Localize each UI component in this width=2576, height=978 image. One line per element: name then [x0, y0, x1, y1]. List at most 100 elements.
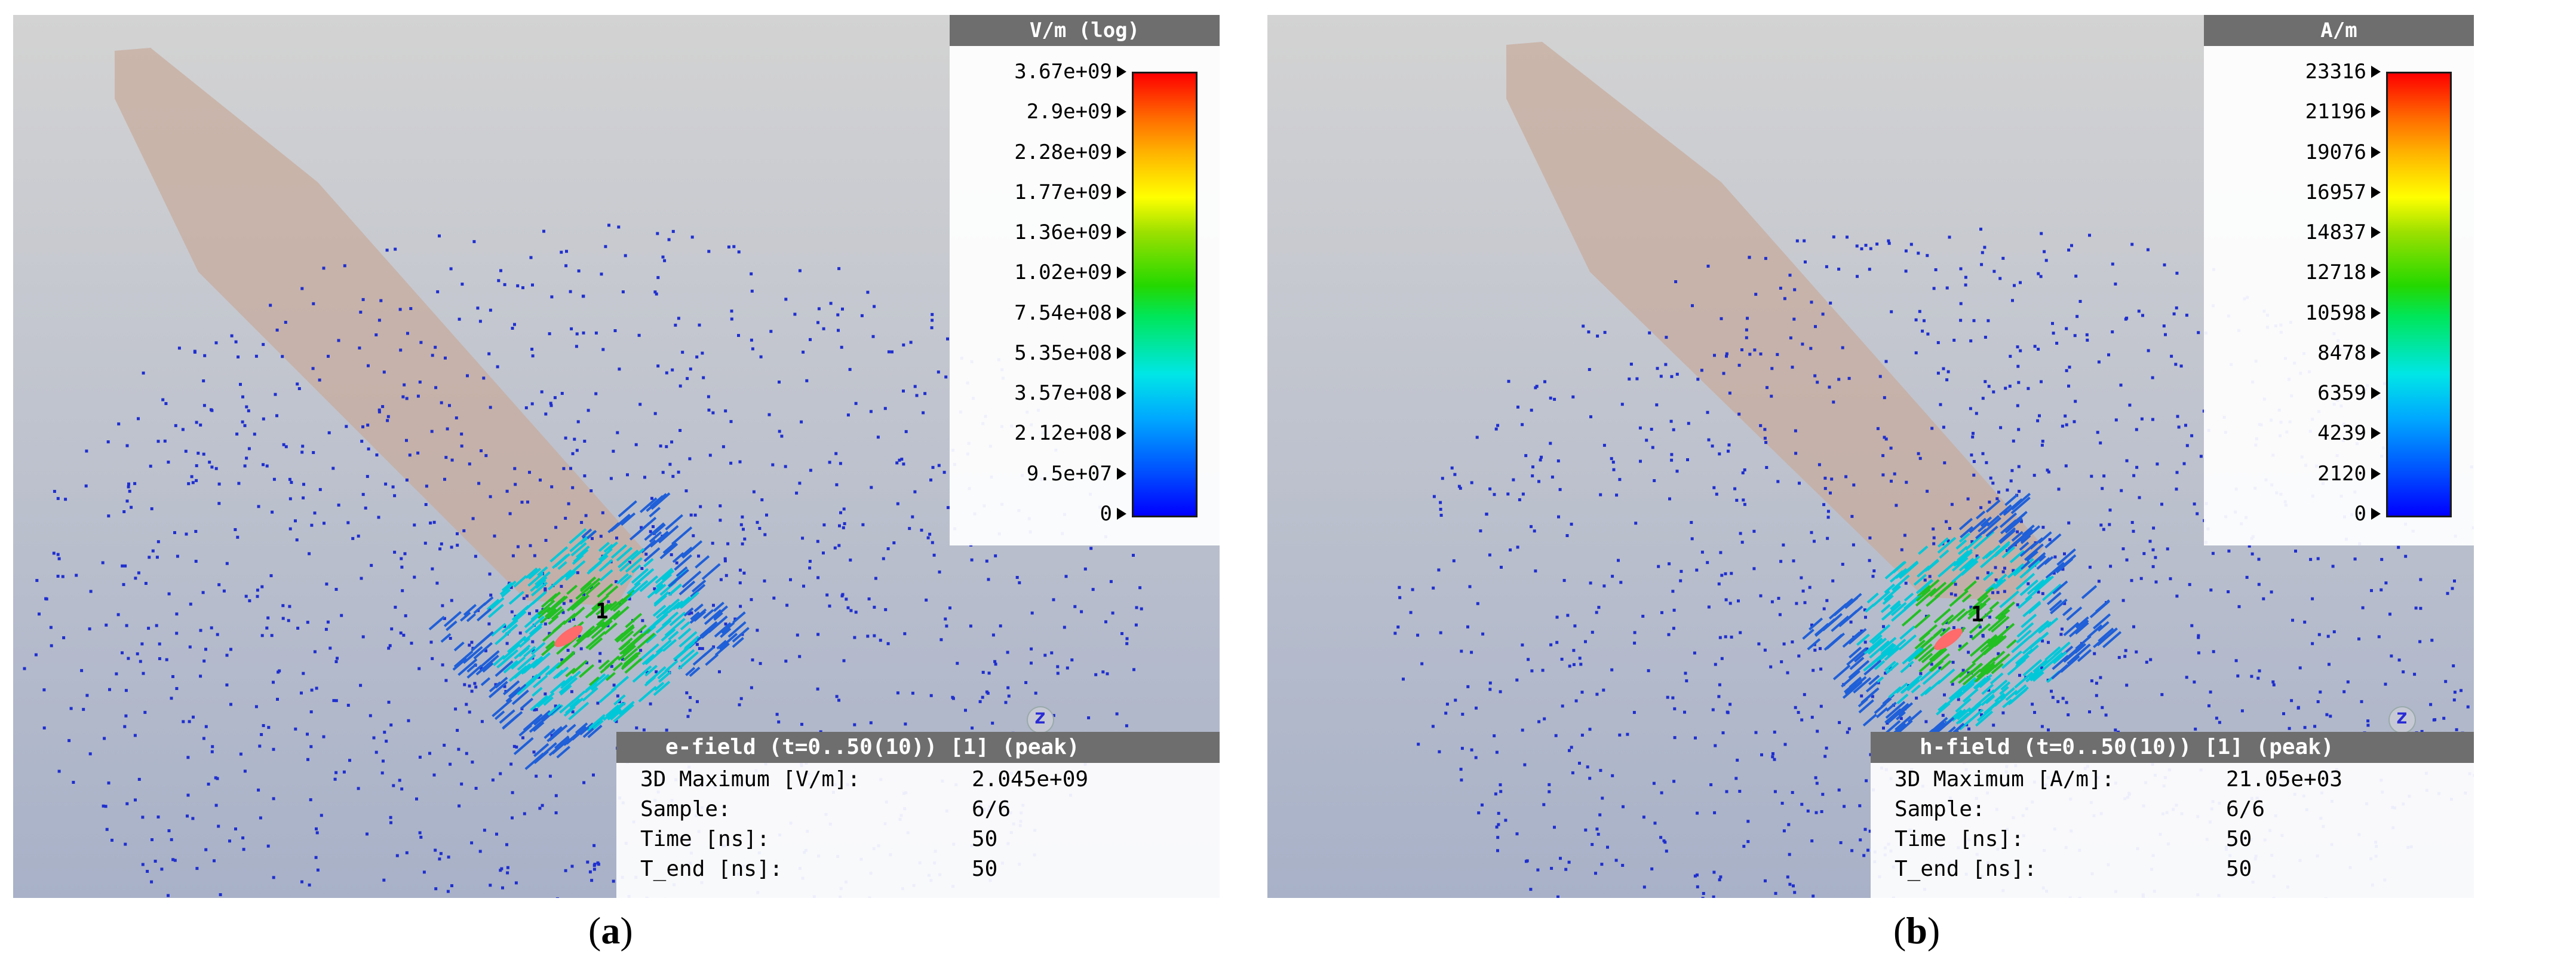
- field-dot: [1659, 375, 1663, 378]
- field-arrow: [1915, 579, 1933, 594]
- field-dot: [181, 428, 185, 431]
- field-dot: [1518, 498, 1521, 501]
- field-dot: [2432, 718, 2436, 722]
- field-dot: [465, 752, 468, 755]
- field-dot: [2377, 635, 2381, 639]
- field-dot: [2185, 444, 2189, 447]
- field-dot: [1564, 867, 1568, 871]
- field-dot: [1533, 529, 1536, 533]
- field-dot: [1814, 811, 1818, 814]
- field-dot: [125, 499, 129, 503]
- field-dot: [1794, 706, 1797, 709]
- field-dot: [194, 530, 198, 533]
- feed-port: [1934, 628, 1963, 651]
- field-dot: [1485, 513, 1488, 516]
- field-dot: [2466, 705, 2470, 709]
- field-dot: [2019, 281, 2022, 284]
- field-dot: [449, 637, 452, 640]
- field-dot: [2104, 713, 2108, 717]
- field-arrow: [693, 610, 707, 622]
- field-dot: [401, 395, 405, 398]
- field-dot: [416, 394, 420, 398]
- field-arrow: [1832, 664, 1851, 680]
- field-arrow: [530, 642, 546, 655]
- field-arrow: [2030, 667, 2046, 682]
- field-arrow: [1885, 662, 1899, 675]
- field-dot: [1791, 791, 1794, 794]
- field-arrow: [588, 554, 609, 573]
- field-dot: [364, 506, 367, 510]
- legend-tick-label: 16957: [2305, 180, 2366, 204]
- field-arrow: [1975, 710, 1994, 727]
- field-dot: [1560, 657, 1564, 661]
- field-arrow: [529, 719, 545, 733]
- field-dot: [677, 317, 680, 320]
- field-dot: [2059, 633, 2063, 636]
- field-dot: [2057, 488, 2061, 491]
- field-dot: [474, 554, 477, 558]
- field-dot: [2037, 590, 2040, 594]
- field-dot: [357, 787, 360, 790]
- field-dot: [1734, 777, 1738, 780]
- field-arrow: [1955, 698, 1972, 713]
- field-dot: [171, 675, 174, 678]
- field-arrow: [1998, 504, 2012, 516]
- field-dot: [1972, 431, 1975, 435]
- field-dot: [772, 596, 776, 600]
- field-dot: [2164, 333, 2167, 336]
- field-dot: [1996, 591, 2000, 594]
- field-arrow: [564, 570, 577, 581]
- field-dot: [834, 452, 838, 455]
- field-arrow: [566, 584, 578, 595]
- field-dot: [2139, 577, 2143, 580]
- field-arrow: [1918, 545, 1929, 555]
- field-dot: [1803, 239, 1806, 243]
- field-dot: [1515, 678, 1519, 682]
- field-dot: [348, 759, 351, 762]
- field-arrow: [1900, 660, 1914, 673]
- field-dot: [247, 447, 251, 450]
- time-label: Time [ns]:: [640, 827, 770, 851]
- field-dot: [361, 425, 364, 428]
- field-dot: [375, 453, 379, 456]
- field-arrow: [1888, 686, 1902, 698]
- field-arrow: [2020, 560, 2031, 570]
- field-arrow: [2067, 652, 2081, 665]
- field-dot: [1006, 686, 1010, 689]
- field-dot: [853, 636, 856, 639]
- field-dot: [340, 614, 343, 617]
- field-dot: [1942, 629, 1946, 632]
- field-dot: [202, 659, 206, 663]
- field-arrow: [475, 657, 496, 676]
- field-dot: [727, 245, 730, 249]
- field-dot: [1837, 268, 1841, 271]
- field-dot: [1477, 811, 1481, 815]
- field-dot: [845, 597, 848, 601]
- field-dot: [1534, 386, 1537, 390]
- field-dot: [2048, 538, 2052, 541]
- field-dot: [1821, 312, 1825, 316]
- field-dot: [302, 672, 305, 675]
- field-dot: [124, 842, 127, 846]
- field-dot: [167, 592, 171, 596]
- legend-tick-label: 19076: [2305, 140, 2366, 164]
- field-dot: [2044, 259, 2048, 262]
- field-arrow: [1929, 653, 1950, 672]
- field-dot: [801, 536, 805, 540]
- field-dot: [1496, 424, 1500, 427]
- field-dot: [2357, 637, 2360, 640]
- field-dot: [1771, 755, 1774, 759]
- field-arrow: [1985, 525, 1998, 538]
- field-dot: [583, 474, 587, 477]
- field-arrow: [544, 607, 557, 618]
- field-dot: [759, 662, 762, 666]
- field-arrow: [603, 622, 618, 635]
- field-dot: [281, 604, 285, 608]
- field-arrow: [636, 632, 656, 649]
- time-label: Time [ns]:: [1895, 827, 2024, 851]
- field-dot: [468, 710, 471, 714]
- field-dot: [230, 334, 234, 338]
- field-dot: [1786, 875, 1789, 879]
- field-dot: [419, 341, 423, 344]
- field-arrow: [511, 689, 529, 706]
